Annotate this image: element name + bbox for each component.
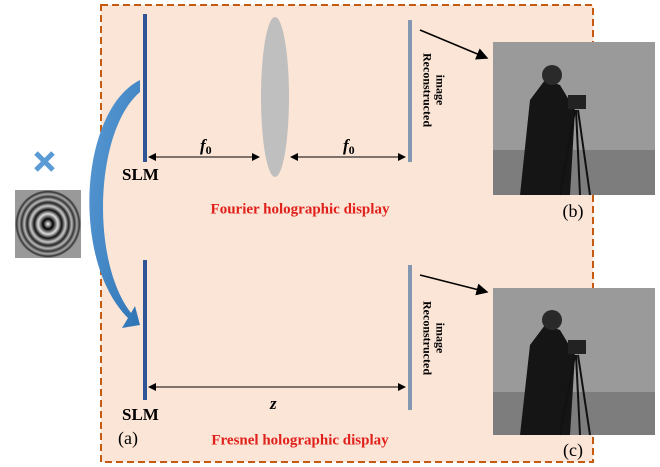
screen-label: image (433, 75, 447, 106)
slm-label: SLM (122, 165, 159, 184)
subscript: 0 (206, 143, 212, 157)
section-title: Fresnel holographic display (211, 432, 389, 448)
lens (261, 17, 289, 177)
subscript: 0 (349, 143, 355, 157)
hologram-pattern (15, 190, 81, 258)
screen (408, 265, 412, 410)
screen-label: image (433, 323, 447, 354)
cross-mark (36, 153, 53, 170)
screen-label: Reconstructed (420, 301, 434, 375)
slm (143, 260, 147, 400)
section-title: Fourier holographic display (211, 201, 390, 217)
caption: (b) (563, 201, 584, 222)
caption: (c) (563, 440, 583, 461)
slm-label: SLM (122, 405, 159, 424)
page: {"fourier": {"slm_label": "SLM", "distan… (0, 0, 660, 467)
diagram: f0 f0 SLM Fourier holographic display Re… (0, 0, 660, 467)
reconstructed-image (493, 42, 655, 195)
screen (408, 20, 412, 162)
screen-label: Reconstructed (420, 53, 434, 127)
distance-label: z (269, 394, 277, 413)
reconstructed-image (493, 288, 655, 435)
panel-label: (a) (118, 428, 138, 449)
slm (143, 14, 147, 162)
